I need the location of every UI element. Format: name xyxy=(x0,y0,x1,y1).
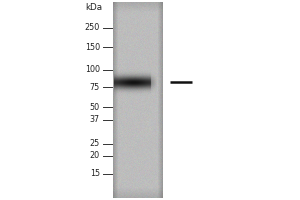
Text: 50: 50 xyxy=(90,102,100,112)
Text: 100: 100 xyxy=(85,66,100,74)
Text: 20: 20 xyxy=(90,152,100,160)
Text: 150: 150 xyxy=(85,43,100,51)
Text: 250: 250 xyxy=(85,23,100,32)
Text: 15: 15 xyxy=(90,170,100,178)
Text: 25: 25 xyxy=(90,140,100,148)
Text: kDa: kDa xyxy=(85,3,102,12)
Text: 37: 37 xyxy=(90,116,100,124)
Text: 75: 75 xyxy=(90,82,100,92)
